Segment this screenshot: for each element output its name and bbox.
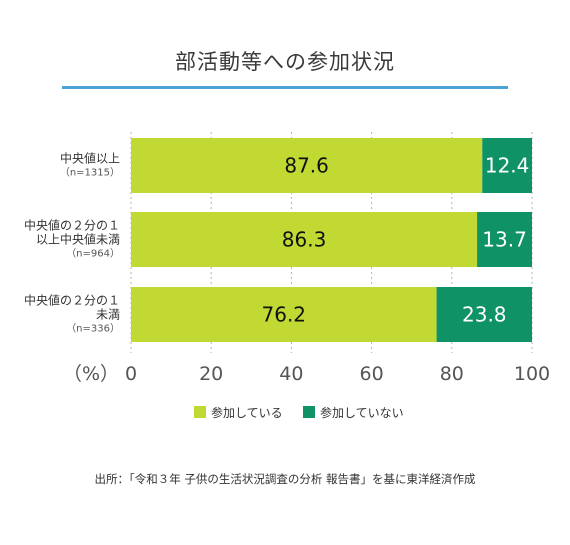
- bar-segment: [477, 212, 532, 267]
- bar-segment: [482, 138, 532, 193]
- bar-segment: [131, 212, 478, 267]
- category-label: 以上中央値未満: [36, 232, 120, 247]
- data-label: 76.2: [262, 303, 307, 327]
- legend-swatch: [303, 406, 315, 418]
- bar-segment: [131, 138, 483, 193]
- x-tick-label: 40: [279, 363, 303, 385]
- category-n-label: （n=336）: [66, 323, 120, 335]
- x-tick-label: 60: [360, 363, 384, 385]
- title-underline: [62, 86, 508, 89]
- x-axis-unit-label: （%）: [63, 363, 119, 385]
- x-tick-label: 0: [125, 363, 137, 385]
- bar-segment: [131, 287, 437, 342]
- data-label: 86.3: [282, 228, 327, 252]
- category-label: 中央値以上: [60, 151, 120, 166]
- data-label: 13.7: [482, 228, 527, 252]
- x-tick-label: 20: [199, 363, 223, 385]
- category-label: 中央値の２分の１: [24, 218, 120, 233]
- bar-segment: [436, 287, 532, 342]
- x-tick-label: 80: [440, 363, 464, 385]
- chart-title: 部活動等への参加状況: [175, 50, 395, 74]
- legend-label: 参加している: [211, 405, 283, 420]
- data-label: 87.6: [284, 154, 329, 178]
- category-n-label: （n=1315）: [60, 167, 120, 179]
- category-label: 中央値の２分の１: [24, 293, 120, 308]
- x-tick-label: 100: [514, 363, 550, 385]
- legend-swatch: [194, 406, 206, 418]
- data-label: 12.4: [485, 154, 530, 178]
- data-label: 23.8: [462, 303, 507, 327]
- legend-label: 参加していない: [320, 405, 404, 420]
- source-note: 出所：「令和３年 子供の生活状況調査の分析 報告書」を基に東洋経済作成: [94, 472, 476, 486]
- category-label: 未満: [96, 308, 120, 322]
- category-n-label: （n=964）: [66, 248, 120, 260]
